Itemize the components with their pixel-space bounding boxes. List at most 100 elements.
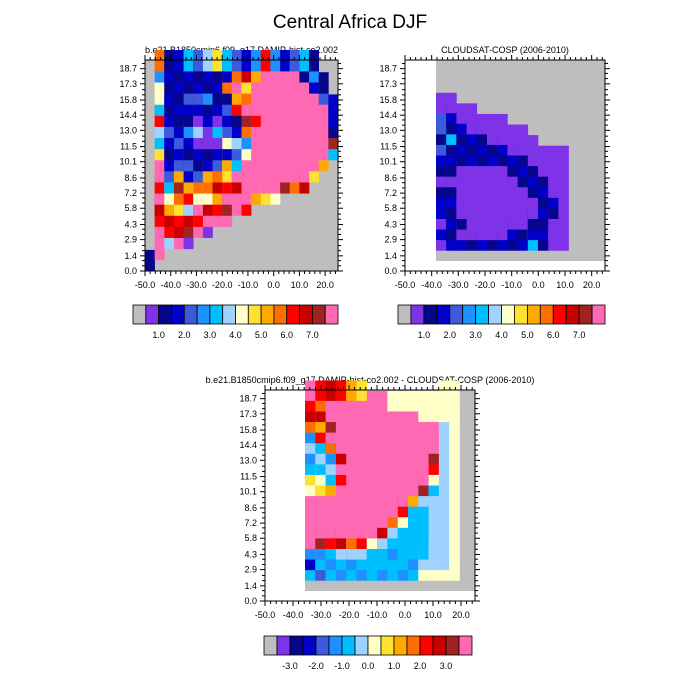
heatmap-cell bbox=[325, 443, 337, 465]
y-tick-label: 10.1 bbox=[119, 157, 137, 167]
colorbar-swatch bbox=[260, 304, 275, 325]
heatmap-cell bbox=[335, 380, 347, 401]
heatmap-cell bbox=[325, 539, 337, 560]
heatmap-cell bbox=[154, 61, 165, 83]
colorbar-label: -3.0 bbox=[282, 661, 298, 671]
y-tick-label: 18.7 bbox=[119, 64, 137, 74]
heatmap-cell bbox=[325, 380, 337, 401]
heatmap-cell bbox=[328, 138, 339, 161]
heatmap-cell bbox=[315, 539, 326, 560]
y-tick-label: 15.8 bbox=[379, 95, 397, 105]
y-tick-label: 15.8 bbox=[239, 425, 257, 435]
y-tick-label: 4.3 bbox=[244, 549, 257, 559]
x-tick-label: 10.0 bbox=[291, 280, 309, 290]
colorbar-swatch bbox=[273, 304, 288, 325]
colorbar-label: -1.0 bbox=[334, 661, 350, 671]
heatmap-cell bbox=[251, 183, 262, 205]
heatmap-cell bbox=[446, 219, 457, 241]
heatmap-cell bbox=[193, 183, 204, 205]
heatmap-cell bbox=[476, 124, 488, 145]
y-tick-label: 14.4 bbox=[119, 110, 137, 120]
heatmap-cell bbox=[183, 205, 194, 227]
heatmap-cell bbox=[173, 138, 184, 161]
y-tick-label: 11.5 bbox=[240, 472, 257, 482]
colorbar-label: 6.0 bbox=[547, 330, 560, 340]
heatmap-cell bbox=[466, 124, 478, 145]
heatmap-cell bbox=[497, 135, 508, 156]
colorbar-swatch bbox=[209, 304, 224, 325]
x-tick-label: -40.0 bbox=[160, 280, 181, 290]
colorbar-swatch bbox=[397, 304, 412, 325]
heatmap-cell bbox=[449, 560, 460, 581]
heatmap-cell bbox=[173, 161, 184, 183]
heatmap-cell bbox=[305, 391, 316, 412]
heatmap-cell bbox=[418, 486, 429, 507]
x-tick-label: -30.0 bbox=[186, 280, 207, 290]
heatmap-cell bbox=[446, 209, 457, 230]
y-tick-label: 1.4 bbox=[244, 581, 257, 591]
heatmap-cell bbox=[183, 161, 194, 183]
heatmap-cell bbox=[289, 61, 300, 183]
heatmap-cell bbox=[436, 188, 447, 219]
y-tick-label: 14.4 bbox=[379, 110, 397, 120]
heatmap-cell bbox=[446, 92, 457, 114]
heatmap-cell bbox=[438, 380, 450, 412]
heatmap-cell bbox=[193, 205, 204, 227]
heatmap-cell bbox=[299, 172, 310, 194]
heatmap-cell bbox=[164, 183, 175, 205]
plot-frame bbox=[264, 389, 476, 602]
heatmap-cell bbox=[418, 401, 429, 423]
heatmap-cell bbox=[436, 145, 447, 167]
colorbar-swatch bbox=[552, 304, 567, 325]
heatmap-cell bbox=[241, 72, 252, 94]
heatmap-cell bbox=[270, 183, 281, 205]
heatmap-cell bbox=[318, 72, 329, 94]
heatmap-cell bbox=[154, 205, 165, 227]
heatmap-cell bbox=[289, 50, 300, 72]
heatmap-cell bbox=[212, 50, 223, 72]
heatmap-cell bbox=[538, 166, 549, 188]
heatmap-cell bbox=[309, 72, 319, 94]
page-title: Central Africa DJF bbox=[272, 12, 428, 33]
heatmap-cell bbox=[280, 50, 291, 72]
heatmap-cell bbox=[260, 183, 271, 205]
heatmap-cell bbox=[466, 113, 478, 135]
colorbar-swatch bbox=[171, 304, 185, 325]
heatmap-cell bbox=[154, 149, 165, 183]
heatmap-cell bbox=[436, 209, 447, 230]
heatmap-cell bbox=[241, 83, 252, 105]
heatmap-cell bbox=[202, 161, 213, 183]
heatmap-cell bbox=[507, 145, 518, 167]
heatmap-cell bbox=[309, 83, 319, 172]
y-tick-label: 14.4 bbox=[239, 440, 257, 450]
heatmap-cell bbox=[305, 412, 316, 433]
heatmap-cell bbox=[456, 113, 467, 135]
x-tick-label: -40.0 bbox=[283, 610, 304, 620]
heatmap-cell bbox=[476, 156, 488, 241]
y-tick-label: 17.3 bbox=[239, 409, 257, 419]
heatmap-cell bbox=[231, 50, 242, 72]
heatmap-cell bbox=[466, 230, 478, 251]
heatmap-cell bbox=[335, 496, 347, 539]
y-tick-label: 17.3 bbox=[119, 79, 137, 89]
heatmap-cell bbox=[315, 412, 326, 433]
heatmap-cell bbox=[202, 50, 213, 72]
heatmap-cell bbox=[446, 177, 457, 198]
heatmap-cell bbox=[356, 560, 368, 581]
y-tick-label: 2.9 bbox=[384, 235, 397, 245]
heatmap-cell bbox=[299, 50, 310, 72]
colorbar-swatch bbox=[311, 304, 326, 325]
heatmap-cell bbox=[507, 124, 518, 145]
heatmap-cell bbox=[456, 145, 467, 167]
heatmap-cell bbox=[309, 161, 319, 183]
panel-model: b.e21.B1850cmip6.f09_g17.DAMIP-hist-co2.… bbox=[119, 45, 343, 340]
heatmap-cell bbox=[260, 61, 271, 194]
heatmap-cell bbox=[449, 380, 460, 423]
heatmap-cell bbox=[280, 61, 291, 183]
heatmap-cell bbox=[387, 539, 398, 560]
heatmap-cell bbox=[517, 156, 529, 177]
y-tick-label: 2.9 bbox=[244, 565, 257, 575]
heatmap-cell bbox=[428, 401, 440, 423]
heatmap-cell bbox=[428, 475, 440, 497]
heatmap-cell bbox=[212, 127, 223, 150]
